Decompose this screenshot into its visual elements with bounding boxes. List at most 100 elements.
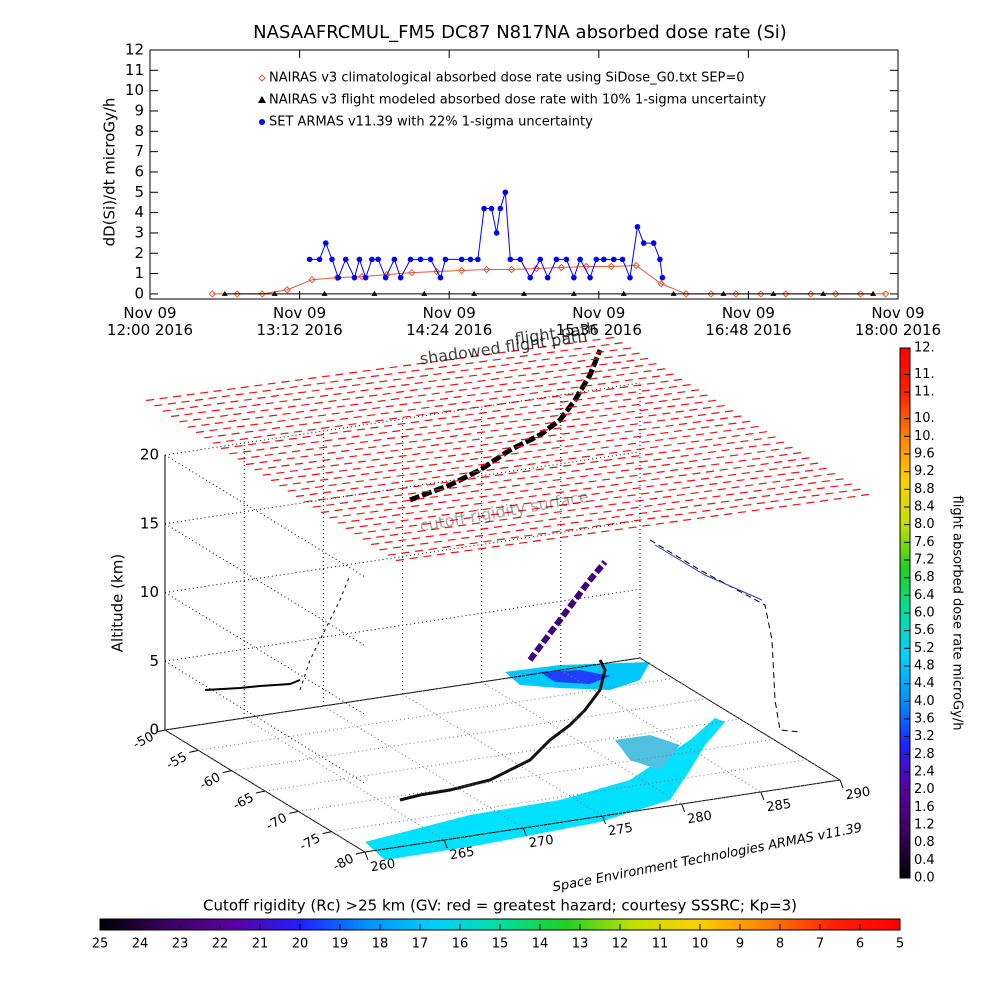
surface-dash xyxy=(463,517,472,520)
surface-dash xyxy=(740,440,749,443)
surface-dash xyxy=(602,426,611,430)
surface-dash xyxy=(319,394,329,397)
surface-dash xyxy=(478,463,487,466)
surface-dash xyxy=(588,480,597,483)
surface-dash xyxy=(379,380,388,383)
surface-dash xyxy=(644,453,653,456)
surface-dash xyxy=(476,482,485,486)
surface-dash xyxy=(529,527,538,530)
surface-dash xyxy=(362,369,371,372)
surface-dash xyxy=(553,510,562,514)
surface-dash xyxy=(478,411,487,414)
colorbar-tick-label: 4.8 xyxy=(914,659,935,674)
surface-dash xyxy=(416,413,425,417)
surface-dash xyxy=(588,428,598,432)
surface-dash xyxy=(187,425,196,428)
surface-dash xyxy=(509,369,518,372)
surface-dash xyxy=(279,484,288,487)
colorbar-tick-label: 5.2 xyxy=(914,641,935,656)
surface-dash xyxy=(363,453,372,456)
surface-dash xyxy=(741,471,750,475)
land xyxy=(540,670,610,684)
x-tick-label: Nov 09 14:24 2016 xyxy=(406,304,492,339)
surface-dash xyxy=(463,433,472,436)
surface-dash xyxy=(602,478,611,481)
surface-dash xyxy=(521,521,530,525)
point xyxy=(233,290,241,298)
point xyxy=(408,268,416,277)
surface-dash xyxy=(378,515,387,519)
surface-dash xyxy=(748,496,757,499)
surface-dash xyxy=(592,338,601,341)
surface-dash xyxy=(719,417,728,420)
colorbar-tick-label: 5.6 xyxy=(914,623,935,638)
legend-marker xyxy=(259,119,265,125)
surface-dash xyxy=(380,496,389,499)
surface-dash xyxy=(746,464,756,468)
legend-marker xyxy=(258,96,266,103)
surface-dash xyxy=(553,375,562,379)
colorbar-tick-label: 6.8 xyxy=(914,570,935,585)
surface-dash xyxy=(268,414,278,417)
surface-dash xyxy=(507,388,516,391)
surface-dash xyxy=(472,386,481,390)
surface-dash xyxy=(526,379,535,382)
surface-dash xyxy=(445,474,454,477)
surface-dash xyxy=(695,484,704,488)
surface-dash xyxy=(502,447,511,450)
surface-dash xyxy=(556,388,566,391)
surface-dash xyxy=(487,500,496,503)
surface-dash xyxy=(347,474,356,478)
surface-dash xyxy=(309,409,318,412)
surface-dash xyxy=(479,360,488,363)
surface-dash xyxy=(405,512,414,515)
surface-dash xyxy=(328,400,337,403)
colorbar-tick-label: 18 xyxy=(372,937,389,952)
surface-dash xyxy=(687,479,696,482)
surface-dash xyxy=(673,429,683,433)
surface-dash xyxy=(792,452,802,455)
surface-dash xyxy=(676,493,685,497)
colorbar-tick-label: 8.4 xyxy=(914,500,935,515)
surface-dash xyxy=(216,402,225,405)
point xyxy=(371,290,378,296)
surface-dash xyxy=(695,433,705,436)
surface-dash xyxy=(194,398,204,401)
point xyxy=(659,274,666,281)
surface-dash xyxy=(465,413,474,416)
surface-dash xyxy=(560,535,569,539)
z-tick-label: 15 xyxy=(140,514,159,532)
surface-dash xyxy=(261,441,270,444)
surface-dash xyxy=(684,415,693,418)
surface-dash xyxy=(382,392,391,395)
surface-dash xyxy=(395,558,405,562)
surface-dash xyxy=(553,427,562,430)
surface-dash xyxy=(738,459,747,462)
surface-dash xyxy=(538,397,547,400)
surface-dash xyxy=(515,529,525,532)
surface-dash xyxy=(430,528,440,531)
surface-dash xyxy=(589,512,598,515)
surface-dash xyxy=(258,428,267,432)
colorbar-tick-label: 2.8 xyxy=(914,747,935,762)
surface-dash xyxy=(524,534,533,537)
surface-dash xyxy=(680,454,689,457)
surface-dash xyxy=(560,349,569,352)
point xyxy=(831,290,840,298)
surface-dash xyxy=(544,422,554,425)
surface-dash xyxy=(240,386,249,389)
plot-frame xyxy=(149,49,899,300)
surface-dash xyxy=(544,473,553,476)
surface-dash xyxy=(506,356,515,359)
surface-dash xyxy=(311,389,320,392)
surface-dash xyxy=(523,502,532,505)
surface-dash xyxy=(619,437,628,440)
surface-dash xyxy=(789,491,798,494)
surface-dash xyxy=(367,414,376,417)
surface-dash xyxy=(587,532,596,535)
surface-dash xyxy=(348,423,357,426)
surface-dash xyxy=(499,383,508,386)
surface-dash xyxy=(331,412,340,415)
surface-dash xyxy=(300,455,309,458)
